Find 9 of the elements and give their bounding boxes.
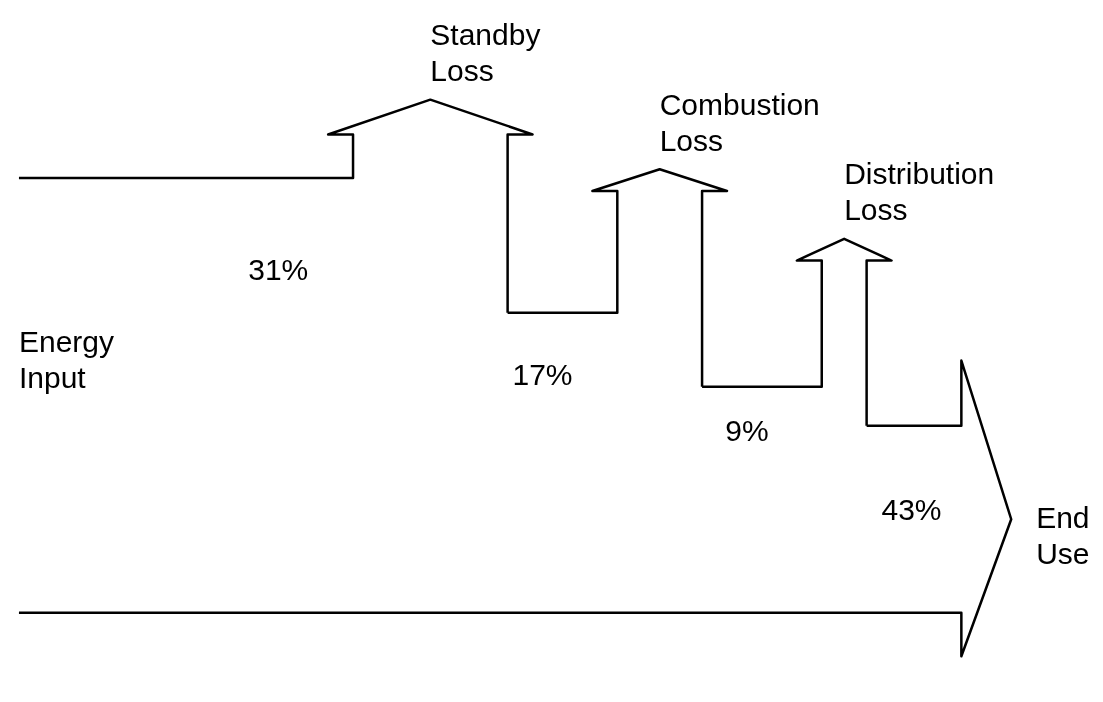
category-label: Standby Loss [430,17,541,87]
category-label: Combustion Loss [659,87,820,157]
data-label: 31% [248,253,309,287]
data-label: 9% [725,414,769,448]
category-label: End Use [1036,501,1090,571]
data-label: 17% [512,357,573,391]
data-label: 43% [881,492,942,526]
category-label: Distribution Loss [844,157,995,227]
text: Energy Input [18,325,115,395]
